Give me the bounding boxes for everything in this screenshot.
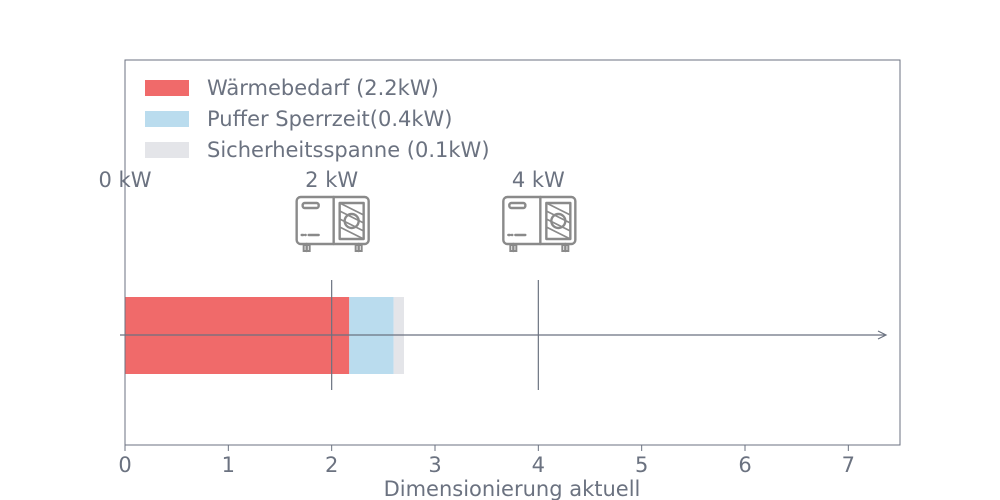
- unit-foot-r-box: [354, 244, 363, 252]
- plot-frame: [124, 59, 901, 446]
- unit-body: [90, 197, 162, 244]
- x-axis-label: Dimensionierung aktuell: [384, 477, 641, 500]
- unit-foot-r-box: [561, 244, 570, 252]
- fan-hatch-0: [545, 202, 571, 216]
- heat-pump-icon: [502, 195, 577, 253]
- legend-swatch-0: [145, 80, 189, 96]
- fan-hatch-1: [133, 211, 157, 223]
- fan-circle: [550, 212, 567, 230]
- x-tick-label-3: 3: [428, 453, 441, 477]
- fan-hatch-3: [133, 227, 157, 239]
- x-tick-label-1: 1: [222, 453, 235, 477]
- unit-foot-l-box: [302, 244, 311, 252]
- legend-swatch-2: [145, 142, 189, 158]
- x-tick-label-2: 2: [325, 453, 338, 477]
- legend-swatch-1: [145, 111, 189, 127]
- fan-grill: [338, 201, 365, 241]
- legend: Wärmebedarf (2.2kW) Puffer Sperrzeit(0.4k…: [145, 76, 490, 162]
- fan-circle: [138, 214, 152, 228]
- x-tick-label-4: 4: [532, 453, 545, 477]
- capacity-markers: 0 kW 2 kW 4 kW: [90, 168, 888, 390]
- unit-display: [508, 201, 527, 210]
- fan-circle: [343, 212, 360, 230]
- x-tick-label-7: 7: [842, 453, 855, 477]
- direction-arrow-head: [877, 330, 888, 340]
- legend-label-2: Sicherheitsspanne (0.1kW): [207, 138, 490, 162]
- fan-grill: [133, 203, 157, 239]
- unit-foot-l-box: [97, 245, 103, 251]
- legend-label-0: Wärmebedarf (2.2kW): [207, 76, 439, 100]
- unit-foot-r-box: [149, 245, 155, 251]
- legend-label-1: Puffer Sperrzeit(0.4kW): [207, 107, 453, 131]
- unit-foot-l-box: [509, 244, 518, 252]
- heat-pump-icon: [295, 195, 370, 253]
- unit-display: [96, 203, 112, 208]
- fan-hatch-2: [339, 218, 365, 232]
- fan-hatch-0: [133, 203, 157, 215]
- x-tick-label-0: 0: [118, 453, 131, 477]
- heat-pump-icon: [90, 197, 162, 251]
- x-axis: 0 1 2 3 4 5 6 7: [118, 445, 855, 477]
- x-tick-label-5: 5: [635, 453, 648, 477]
- fan-hatch-3: [339, 226, 365, 240]
- fan-hatch-2: [133, 219, 157, 231]
- fan-grill: [545, 201, 572, 241]
- fan-hatch-1: [545, 210, 571, 224]
- fan-hatch-2: [545, 218, 571, 232]
- marker-label-1: 2 kW: [305, 168, 358, 192]
- marker-label-2: 4 kW: [512, 168, 565, 192]
- fan-hatch-1: [339, 210, 365, 224]
- fan-hatch-3: [545, 226, 571, 240]
- fan-hatch-0: [339, 202, 365, 216]
- unit-display: [301, 201, 320, 210]
- x-tick-label-6: 6: [738, 453, 751, 477]
